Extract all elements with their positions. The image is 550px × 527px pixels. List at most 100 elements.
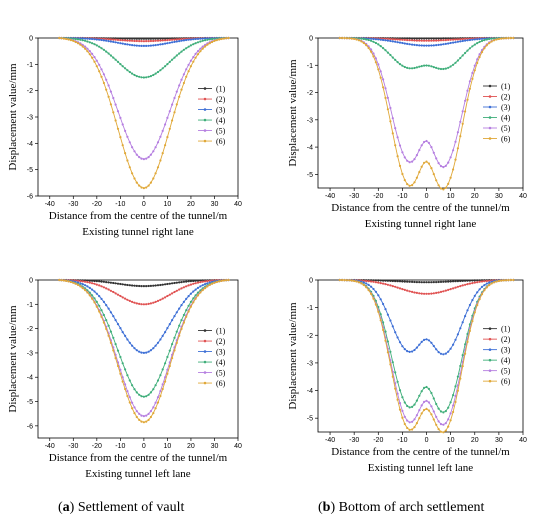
series-point [389, 39, 392, 43]
series-point [69, 39, 72, 42]
series-point [88, 50, 91, 53]
series-point [138, 40, 141, 43]
series-point [427, 292, 430, 295]
series-point [124, 37, 127, 40]
series-point [112, 336, 115, 339]
series-point [420, 292, 423, 295]
series-point [105, 50, 108, 53]
series-point [161, 39, 164, 42]
series-point [353, 37, 356, 41]
series-point [135, 302, 138, 305]
series-point [480, 39, 484, 43]
series-point [119, 39, 122, 42]
series-point [425, 64, 428, 67]
series-point [471, 320, 474, 323]
series-point [72, 37, 75, 40]
series-point [147, 350, 150, 353]
series-point [206, 280, 209, 283]
y-tick-label: -2 [27, 326, 33, 333]
legend-marker [488, 348, 492, 351]
series-point [456, 147, 459, 150]
series-point [168, 41, 171, 44]
x-tick-label: -30 [349, 193, 359, 200]
y-tick-label: -5 [27, 167, 33, 174]
legend-label: (4) [501, 356, 511, 365]
series-point [114, 282, 117, 285]
series-point [152, 44, 155, 47]
series-point [86, 40, 89, 43]
series-point [189, 292, 192, 295]
chart-b-bottom: -40 -30 -20 -10 0 10 20 30 40 0 -1 -2 -3 -4 -5 Distance… [287, 278, 527, 475]
series-point [187, 45, 190, 48]
series-point [473, 279, 476, 282]
x-tick-label: 10 [164, 201, 172, 208]
series-point [135, 153, 138, 156]
series-point [384, 87, 387, 90]
series-point [439, 423, 443, 426]
series-point [213, 39, 216, 43]
series-point [156, 43, 160, 46]
series-point [105, 88, 108, 91]
series-point [459, 40, 462, 43]
x-tick-label: 30 [211, 201, 219, 208]
series-point [413, 348, 416, 352]
series-point [459, 377, 462, 380]
series-point [156, 39, 160, 42]
series-point [418, 44, 421, 47]
x-tick-label: 0 [142, 443, 146, 450]
series-point [398, 389, 402, 392]
series-point [208, 279, 211, 282]
x-tick-label: 20 [187, 201, 195, 208]
series-point [208, 38, 211, 41]
series-point [401, 172, 404, 176]
series-point [140, 40, 143, 43]
series-point [425, 281, 428, 284]
series-point [454, 41, 457, 44]
series-point [468, 38, 471, 42]
series-point [432, 44, 435, 47]
series-point [142, 395, 145, 398]
series-point [133, 37, 136, 40]
series-point [420, 39, 423, 42]
series-point [161, 43, 164, 46]
x-tick-label: 0 [142, 201, 146, 208]
series-point [362, 283, 365, 287]
series-point [435, 39, 438, 42]
series-point [199, 40, 202, 43]
chart-b-top: -40 -30 -20 -10 0 10 20 30 40 0 -1 -2 -3 -4 -5 Distance… [287, 36, 527, 231]
series-point [199, 291, 202, 294]
series-point [454, 286, 457, 289]
series-point [372, 55, 375, 58]
series-point [74, 40, 77, 44]
series-point [159, 43, 162, 46]
x-tick-label: 40 [234, 443, 242, 450]
series-point [152, 37, 155, 40]
series-point [357, 39, 361, 42]
series-point [391, 38, 394, 41]
series-point [206, 285, 209, 288]
series-point [415, 66, 418, 69]
series-point [396, 280, 399, 283]
series-point [194, 279, 197, 282]
series-point [142, 76, 145, 79]
series-point [121, 283, 124, 286]
legend-marker [488, 84, 492, 88]
series-point [403, 179, 406, 182]
series-point [145, 40, 148, 43]
series-point [418, 149, 421, 152]
legend-marker [488, 327, 492, 330]
series-point [121, 331, 124, 334]
series-point [447, 161, 450, 164]
series-point [386, 37, 389, 41]
series-point [166, 39, 169, 42]
series-point [121, 380, 124, 383]
series-point [461, 284, 464, 287]
series-point [84, 37, 87, 40]
series-point [187, 280, 190, 283]
series-point [480, 285, 484, 288]
series-point [98, 304, 101, 307]
series-point [509, 278, 512, 282]
series-point [60, 279, 63, 282]
legend-marker [488, 137, 492, 140]
series-point [93, 279, 96, 283]
